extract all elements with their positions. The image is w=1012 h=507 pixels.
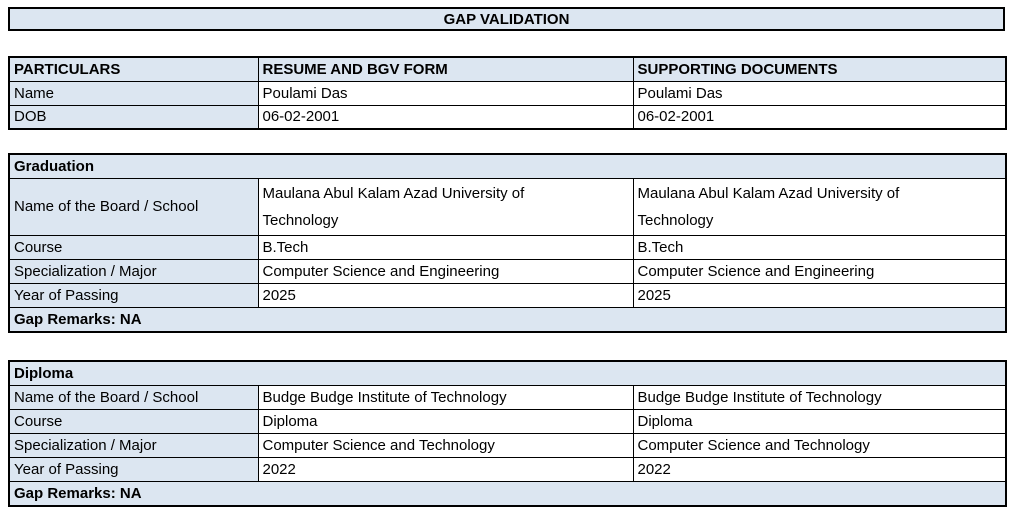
- diploma-year-resume-value: 2022: [257, 456, 634, 482]
- name-supporting-value: Poulami Das: [632, 80, 1007, 106]
- graduation-gap-remarks-row: Gap Remarks: NA: [8, 306, 1007, 333]
- diploma-gap-remarks: Gap Remarks: NA: [8, 480, 1007, 507]
- col-header-supporting-docs: SUPPORTING DOCUMENTS: [632, 56, 1007, 82]
- section-title-graduation: Graduation: [8, 153, 1007, 179]
- row-label-year-of-passing: Year of Passing: [8, 456, 259, 482]
- diploma-specialization-resume-value: Computer Science and Technology: [257, 432, 634, 458]
- name-resume-value: Poulami Das: [257, 80, 634, 106]
- grad-board-resume-value: Maulana Abul Kalam Azad University of Te…: [257, 177, 634, 236]
- grad-specialization-resume-value: Computer Science and Engineering: [257, 258, 634, 284]
- dob-supporting-value: 06-02-2001: [632, 104, 1007, 130]
- grad-specialization-supporting-value: Computer Science and Engineering: [632, 258, 1007, 284]
- row-label-specialization: Specialization / Major: [8, 432, 259, 458]
- col-header-resume-bgv: RESUME AND BGV FORM: [257, 56, 634, 82]
- particulars-header-row: PARTICULARS RESUME AND BGV FORM SUPPORTI…: [8, 56, 1007, 82]
- diploma-section-header: Diploma: [8, 360, 1007, 386]
- table-row-year-of-passing: Year of Passing 2022 2022: [8, 456, 1007, 482]
- table-row-specialization: Specialization / Major Computer Science …: [8, 432, 1007, 458]
- grad-year-supporting-value: 2025: [632, 282, 1007, 308]
- section-title-diploma: Diploma: [8, 360, 1007, 386]
- diploma-table: Diploma Name of the Board / School Budge…: [8, 360, 1007, 507]
- row-label-board-school: Name of the Board / School: [8, 177, 259, 236]
- table-row-course: Course Diploma Diploma: [8, 408, 1007, 434]
- diploma-board-supporting-value: Budge Budge Institute of Technology: [632, 384, 1007, 410]
- row-label-specialization: Specialization / Major: [8, 258, 259, 284]
- row-label-course: Course: [8, 408, 259, 434]
- dob-resume-value: 06-02-2001: [257, 104, 634, 130]
- table-row-board-school: Name of the Board / School Budge Budge I…: [8, 384, 1007, 410]
- spacer: [8, 130, 1005, 153]
- diploma-year-supporting-value: 2022: [632, 456, 1007, 482]
- row-label-board-school: Name of the Board / School: [8, 384, 259, 410]
- table-row-name: Name Poulami Das Poulami Das: [8, 80, 1007, 106]
- grad-course-resume-value: B.Tech: [257, 234, 634, 260]
- col-header-particulars: PARTICULARS: [8, 56, 259, 82]
- diploma-specialization-supporting-value: Computer Science and Technology: [632, 432, 1007, 458]
- page-title: GAP VALIDATION: [443, 10, 570, 28]
- table-row-year-of-passing: Year of Passing 2025 2025: [8, 282, 1007, 308]
- table-row-dob: DOB 06-02-2001 06-02-2001: [8, 104, 1007, 130]
- table-row-course: Course B.Tech B.Tech: [8, 234, 1007, 260]
- spacer: [8, 333, 1005, 360]
- graduation-section-header: Graduation: [8, 153, 1007, 179]
- row-label-year-of-passing: Year of Passing: [8, 282, 259, 308]
- table-row-specialization: Specialization / Major Computer Science …: [8, 258, 1007, 284]
- grad-year-resume-value: 2025: [257, 282, 634, 308]
- row-label-dob: DOB: [8, 104, 259, 130]
- graduation-table: Graduation Name of the Board / School Ma…: [8, 153, 1008, 333]
- diploma-course-resume-value: Diploma: [257, 408, 634, 434]
- graduation-gap-remarks: Gap Remarks: NA: [8, 306, 1007, 333]
- row-label-course: Course: [8, 234, 259, 260]
- diploma-course-supporting-value: Diploma: [632, 408, 1007, 434]
- grad-course-supporting-value: B.Tech: [632, 234, 1007, 260]
- diploma-gap-remarks-row: Gap Remarks: NA: [8, 480, 1007, 507]
- particulars-table: PARTICULARS RESUME AND BGV FORM SUPPORTI…: [8, 56, 1007, 130]
- title-bar: GAP VALIDATION: [8, 7, 1005, 31]
- table-row-board-school: Name of the Board / School Maulana Abul …: [8, 177, 1007, 236]
- diploma-board-resume-value: Budge Budge Institute of Technology: [257, 384, 634, 410]
- grad-board-supporting-value: Maulana Abul Kalam Azad University of Te…: [632, 177, 1007, 236]
- row-label-name: Name: [8, 80, 259, 106]
